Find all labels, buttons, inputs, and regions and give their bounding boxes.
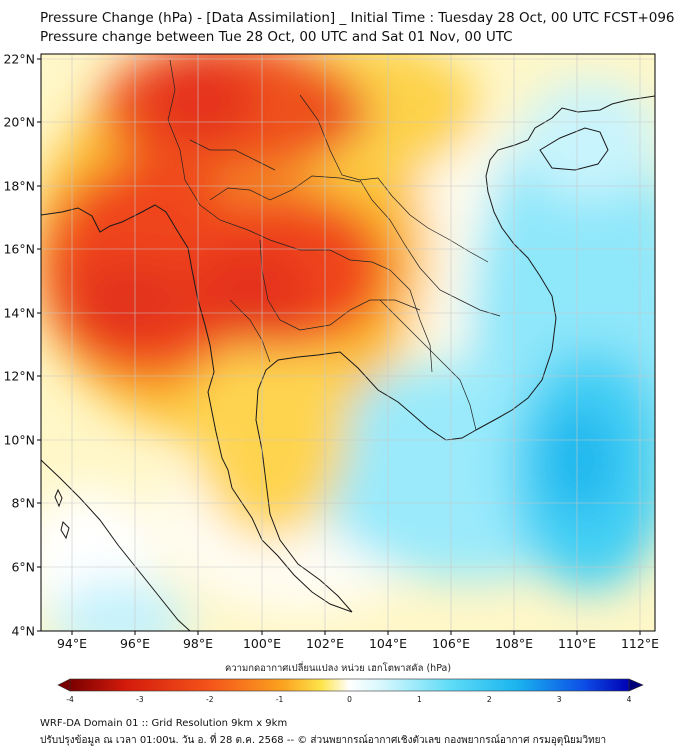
lon-axis <box>71 631 641 635</box>
colorbar-tick-label: 2 <box>487 695 492 704</box>
colorbar-tick-label: -1 <box>276 695 284 704</box>
lat-labels: 22°N 20°N 18°N 16°N 14°N 12°N 10°N 8°N 6… <box>3 52 35 639</box>
lat-tick-label: 22°N <box>3 52 35 67</box>
lon-tick-label: 108°E <box>495 636 533 651</box>
coastline-malay-peninsula <box>231 487 353 613</box>
lat-tick-label: 6°N <box>11 560 35 575</box>
lon-labels: 94°E 96°E 98°E 100°E 102°E 104°E 106°E 1… <box>57 636 659 651</box>
lat-tick-label: 10°N <box>3 433 35 448</box>
lon-tick-label: 100°E <box>243 636 281 651</box>
lon-tick-label: 110°E <box>558 636 596 651</box>
model-info: WRF-DA Domain 01 :: Grid Resolution 9km … <box>40 718 288 729</box>
lon-tick-label: 106°E <box>432 636 470 651</box>
coastline-sumatra <box>41 459 191 631</box>
colorbar-gradient <box>69 678 630 692</box>
lat-axis <box>37 58 41 632</box>
map-frame <box>40 53 656 632</box>
colorbar-title: ความกดอากาศเปลี่ยนแปลง หน่วย เฮกโตพาสคัล… <box>224 663 452 674</box>
lat-tick-label: 14°N <box>3 306 35 321</box>
coastline-vietnam <box>475 144 557 431</box>
colorbar-tick-label: 3 <box>557 695 562 704</box>
colorbar-tick-label: 1 <box>417 695 422 704</box>
lat-tick-label: 16°N <box>3 242 35 257</box>
coastline-gulf-of-thailand <box>255 351 477 613</box>
pressure-change-map: 22°N 20°N 18°N 16°N 14°N 12°N 10°N 8°N 6… <box>3 52 659 652</box>
colorbar-tick-label: -4 <box>66 695 74 704</box>
lon-tick-label: 102°E <box>306 636 344 651</box>
lon-tick-label: 98°E <box>183 636 213 651</box>
pressure-field <box>41 54 655 631</box>
colorbar-extend-left <box>57 678 71 692</box>
lat-tick-label: 8°N <box>11 496 35 511</box>
lat-tick-label: 20°N <box>3 115 35 130</box>
admin-borders <box>167 59 501 431</box>
colorbar-tick-label: 0 <box>347 695 352 704</box>
lat-tick-label: 4°N <box>11 624 35 639</box>
lat-tick-label: 12°N <box>3 369 35 384</box>
colorbar-tick-label: 4 <box>627 695 632 704</box>
graticule <box>41 54 655 631</box>
colorbar-tick-label: -3 <box>136 695 144 704</box>
lat-tick-label: 18°N <box>3 179 35 194</box>
lon-tick-label: 104°E <box>369 636 407 651</box>
coastline-bay-of-bengal <box>41 204 233 489</box>
colorbar-extend-right <box>628 678 644 692</box>
coastlines <box>41 95 655 631</box>
colorbar: -4 -3 -2 -1 0 1 2 3 4 <box>57 678 644 704</box>
map-title: Pressure Change (hPa) - [Data Assimilati… <box>40 10 675 26</box>
lon-tick-label: 96°E <box>120 636 150 651</box>
colorbar-tick-label: -2 <box>206 695 214 704</box>
lon-tick-label: 112°E <box>621 636 659 651</box>
lon-tick-label: 94°E <box>57 636 87 651</box>
map-subtitle: Pressure change between Tue 28 Oct, 00 U… <box>40 29 513 45</box>
update-credit: ปรับปรุงข้อมูล ณ เวลา 01:00น. วัน อ. ที่… <box>40 735 607 746</box>
island-andaman <box>54 488 63 508</box>
island-nicobar <box>60 521 70 540</box>
coastline-china <box>514 95 655 146</box>
coastline-hainan <box>539 127 609 171</box>
